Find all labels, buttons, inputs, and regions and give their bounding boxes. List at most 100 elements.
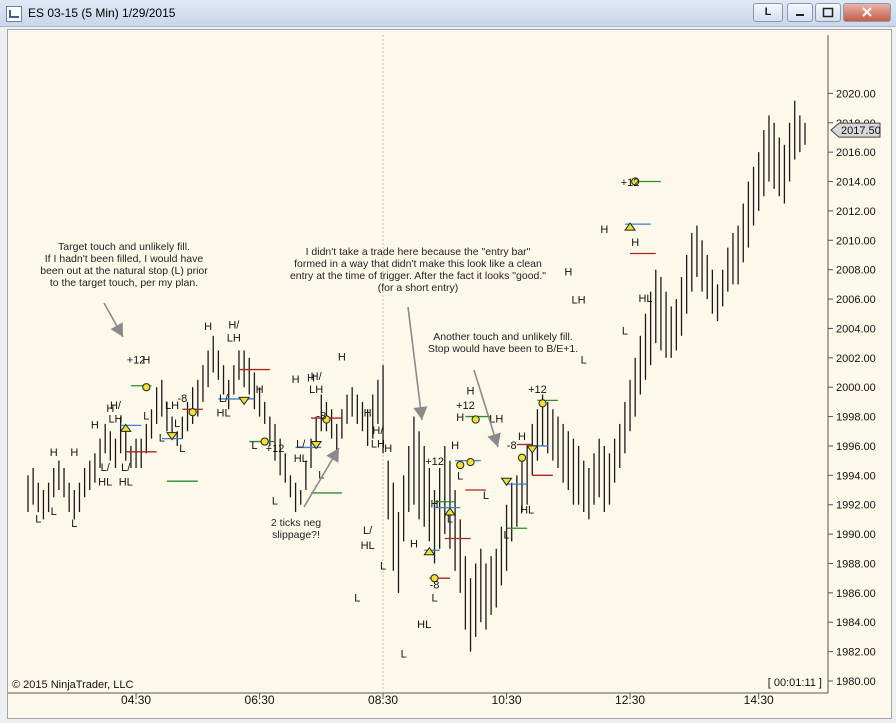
swing-label: +12 [425, 456, 444, 468]
swing-label: H [142, 355, 150, 367]
swing-label: +12 [266, 443, 285, 455]
swing-label: L [179, 443, 185, 455]
swing-label: HL [361, 540, 375, 552]
minimize-button[interactable] [787, 3, 813, 22]
swing-label: HL [119, 477, 133, 489]
y-tick-label: 1988.00 [836, 558, 876, 570]
swing-label: H [91, 419, 99, 431]
annotation-text: Another touch and unlikely fill. [433, 331, 573, 343]
y-tick-label: 2014.00 [836, 177, 876, 189]
close-icon [862, 7, 872, 17]
swing-label: H [292, 374, 300, 386]
swing-label: -8 [507, 440, 517, 452]
swing-label: LH [371, 438, 385, 450]
window-title: ES 03-15 (5 Min) 1/29/2015 [28, 6, 176, 20]
swing-label: L [51, 506, 57, 518]
swing-label: L/ [363, 525, 373, 537]
fill-marker-icon [260, 437, 269, 446]
swing-label: LH [309, 384, 323, 396]
close-button[interactable] [843, 3, 891, 22]
annotation-text: formed in a way that didn't make this lo… [294, 258, 542, 270]
fill-marker-icon [142, 383, 151, 392]
y-tick-label: 1992.00 [836, 500, 876, 512]
annotation-arrow-line [407, 306, 423, 421]
y-tick-label: 2004.00 [836, 323, 876, 335]
swing-label: L [174, 418, 180, 430]
fill-marker-icon [631, 177, 640, 186]
swing-label: H [431, 499, 439, 511]
x-tick-label: 06:30 [245, 693, 275, 707]
y-tick-label: 2008.00 [836, 265, 876, 277]
x-tick-label: 08:30 [368, 693, 398, 707]
annotation-text: been out at the natural stop (L) prior [40, 265, 208, 277]
swing-label: HL [294, 453, 308, 465]
short-entry-marker-icon [238, 396, 251, 406]
bar-timer: [ 00:01:11 ] [768, 677, 822, 689]
annotation-text: to the target touch, per my plan. [50, 277, 198, 289]
chart-panel[interactable]: 1980.00 1982.00 1984.00 1986.00 1988.00 1990.… [7, 29, 892, 719]
swing-label: L [318, 469, 324, 481]
swing-label: L [35, 513, 41, 525]
maximize-button[interactable] [815, 3, 841, 22]
short-entry-marker-icon [500, 477, 513, 487]
swing-label: L [272, 496, 278, 508]
swing-label: H [631, 237, 639, 249]
swing-label: LH [165, 400, 179, 412]
y-tick-label: 1998.00 [836, 412, 876, 424]
swing-label: H [70, 447, 78, 459]
fill-marker-icon [538, 399, 547, 408]
annotation-arrow-icon [487, 432, 501, 447]
swing-label: H [410, 538, 418, 550]
swing-label: -8 [177, 393, 187, 405]
link-button[interactable]: L [753, 3, 783, 22]
y-tick-label: 2000.00 [836, 382, 876, 394]
swing-label: LH [489, 413, 503, 425]
swing-label: +12 [621, 177, 640, 189]
fill-marker-icon [188, 408, 197, 417]
swing-label: L [622, 325, 628, 337]
maximize-icon [822, 7, 834, 18]
annotation-text: slippage?! [272, 529, 320, 541]
swing-label: L/ [219, 393, 229, 405]
price-chart[interactable]: 1980.00 1982.00 1984.00 1986.00 1988.00 1990.… [8, 30, 891, 718]
long-entry-marker-icon [443, 507, 456, 516]
y-tick-label: 2012.00 [836, 206, 876, 218]
y-tick-label: 2002.00 [836, 353, 876, 365]
chart-app-icon [6, 6, 22, 22]
swing-label: L [71, 518, 77, 530]
y-tick-label: 2006.00 [836, 294, 876, 306]
y-tick-label: 1980.00 [836, 676, 876, 688]
annotation-arrow-line [473, 369, 499, 448]
minimize-icon [796, 14, 804, 16]
fill-marker-icon [517, 453, 527, 462]
x-tick-label: 12:30 [615, 693, 645, 707]
y-tick-label: 1994.00 [836, 470, 876, 482]
y-tick-label: 1986.00 [836, 588, 876, 600]
title-bar: ES 03-15 (5 Min) 1/29/2015 L [0, 0, 896, 27]
swing-label: LH [572, 294, 586, 306]
short-entry-marker-icon [310, 440, 323, 450]
long-entry-marker-icon [423, 546, 436, 556]
fill-marker-icon [322, 415, 331, 424]
x-tick-label: 04:30 [121, 693, 151, 707]
swing-label: H/ [372, 425, 384, 437]
swing-label: H [451, 440, 459, 452]
swing-label: HL [98, 477, 112, 489]
swing-label: HL [520, 505, 534, 517]
swing-label: -8 [316, 411, 326, 423]
annotation-text: entry at the time of trigger. After the … [290, 270, 546, 282]
swing-label: L [503, 530, 509, 542]
y-tick-label: 2016.00 [836, 147, 876, 159]
long-entry-marker-icon [119, 423, 132, 432]
y-tick-label: 1990.00 [836, 529, 876, 541]
swing-label: +12 [528, 384, 547, 396]
swing-label: H [456, 412, 464, 424]
swing-label: H [518, 431, 526, 443]
y-tick-label: 2020.00 [836, 88, 876, 100]
swing-label: H [600, 224, 608, 236]
swing-label: L [354, 593, 360, 605]
swing-label: L [431, 593, 437, 605]
swing-label: H/ [110, 400, 122, 412]
swing-label: H [364, 408, 372, 420]
swing-label: H/ [311, 371, 323, 383]
